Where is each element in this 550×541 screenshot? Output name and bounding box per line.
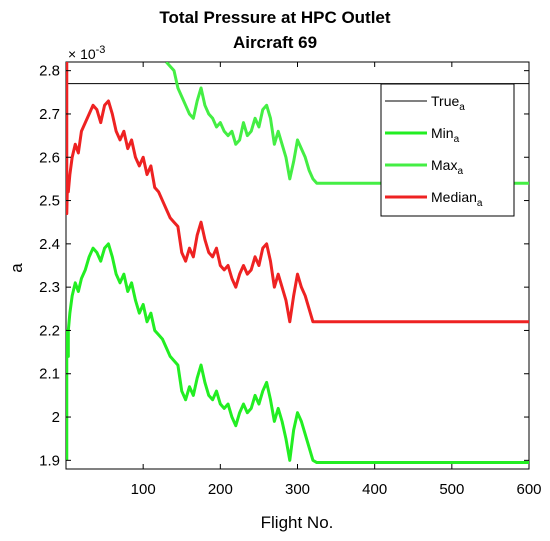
y-tick-label: 2.5 [39,193,60,210]
x-axis-label: Flight No. [261,513,334,532]
y-tick-label: 2.6 [39,149,60,166]
legend-box [380,83,515,217]
x-tick-label: 300 [285,481,310,498]
x-tick-label: 600 [516,481,541,498]
y-tick-label: 2.7 [39,106,60,123]
ticks-layer: 100 200 300 400 500 600 1.9 2 2.1 2.2 2.3 2.4 2.5 2.6… [39,62,542,498]
y-tick-label: 2.4 [39,236,60,253]
y-axis-label: a [7,263,26,273]
chart-title: Total Pressure at HPC Outlet [159,8,390,27]
series-line-median [66,62,529,324]
x-tick-label: 500 [439,481,464,498]
legend-label-max: Maxa [431,157,463,177]
y-tick-label: 2 [52,409,60,426]
y-tick-label: 2.2 [39,322,60,339]
y-tick-label: 2.3 [39,279,60,296]
y-tick-label: 1.9 [39,452,60,469]
x-tick-label: 400 [362,481,387,498]
x-tick-label: 100 [131,481,156,498]
y-exponent-label: × 10-3 [68,44,105,62]
legend-label-true: Truea [431,93,465,113]
y-tick-label: 2.1 [39,366,60,383]
chart-subtitle: Aircraft 69 [233,33,317,52]
legend: Truea Mina Maxa Mediana [380,83,515,217]
series-line-max [165,62,529,185]
y-exponent-power: -3 [96,44,106,56]
series-line-min [66,242,529,465]
x-tick-label: 200 [208,481,233,498]
y-tick-label: 2.8 [39,63,60,80]
legend-label-min: Mina [431,125,460,145]
legend-label-median: Mediana [431,189,483,209]
